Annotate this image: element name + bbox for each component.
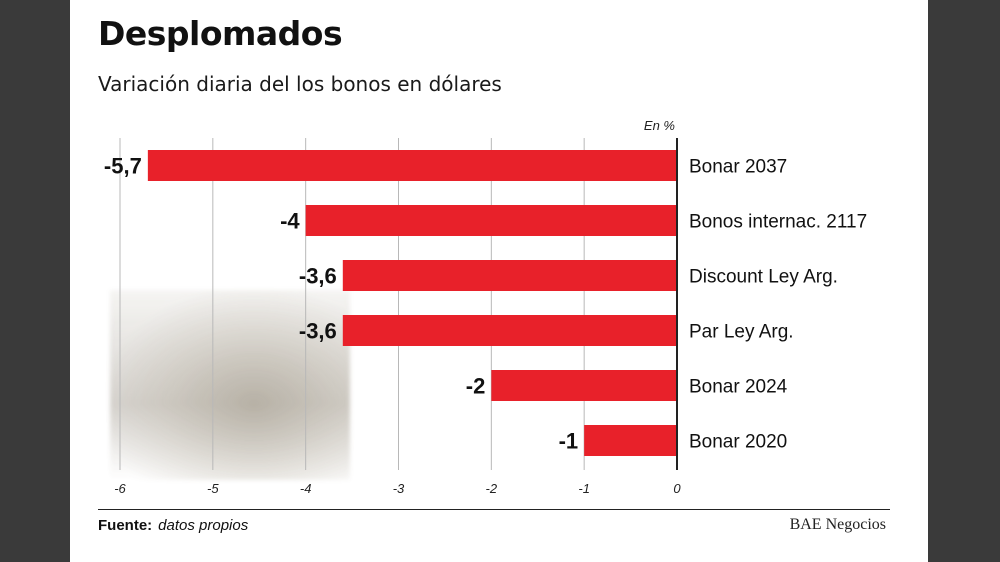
source-value: datos propios	[158, 517, 249, 534]
background-photo	[110, 290, 350, 480]
bar	[342, 260, 677, 291]
bar	[491, 370, 677, 401]
value-label: -1	[559, 429, 579, 454]
chart-panel: Desplomados Variación diaria del los bon…	[70, 0, 928, 562]
value-label: -3,6	[299, 264, 337, 289]
footer-divider	[98, 509, 890, 510]
chart-subtitle: Variación diaria del los bonos en dólare…	[98, 72, 502, 96]
brand-logo: BAE Negocios	[789, 516, 886, 533]
x-tick-label: -1	[578, 481, 590, 496]
value-label: -2	[466, 374, 486, 399]
x-tick-label: -2	[486, 481, 498, 496]
category-label: Bonar 2037	[689, 157, 787, 178]
bar	[305, 205, 677, 236]
bar-chart: -5,7 Bonar 2037 -4 Bonos internac. 2117 -3,6…	[104, 118, 867, 496]
category-label: Par Ley Arg.	[689, 322, 794, 343]
bar	[147, 150, 678, 181]
x-tick-label: -4	[300, 481, 312, 496]
category-label: Discount Ley Arg.	[689, 267, 838, 288]
category-label: Bonar 2024	[689, 377, 788, 398]
x-tick-label: -3	[393, 481, 405, 496]
value-label: -3,6	[299, 319, 337, 344]
source-note: Fuente: datos propios	[98, 517, 248, 534]
bar	[584, 425, 677, 456]
x-tick-label: -5	[207, 481, 219, 496]
category-label: Bonos internac. 2117	[689, 212, 867, 233]
x-tick-label: 0	[673, 481, 681, 496]
category-label: Bonar 2020	[689, 432, 787, 453]
value-label: -4	[280, 209, 300, 234]
bar	[342, 315, 677, 346]
source-label: Fuente:	[98, 517, 153, 534]
x-tick-label: -6	[114, 481, 126, 496]
unit-label: En %	[644, 118, 675, 133]
value-label: -5,7	[104, 154, 142, 179]
chart-title: Desplomados	[98, 14, 343, 53]
